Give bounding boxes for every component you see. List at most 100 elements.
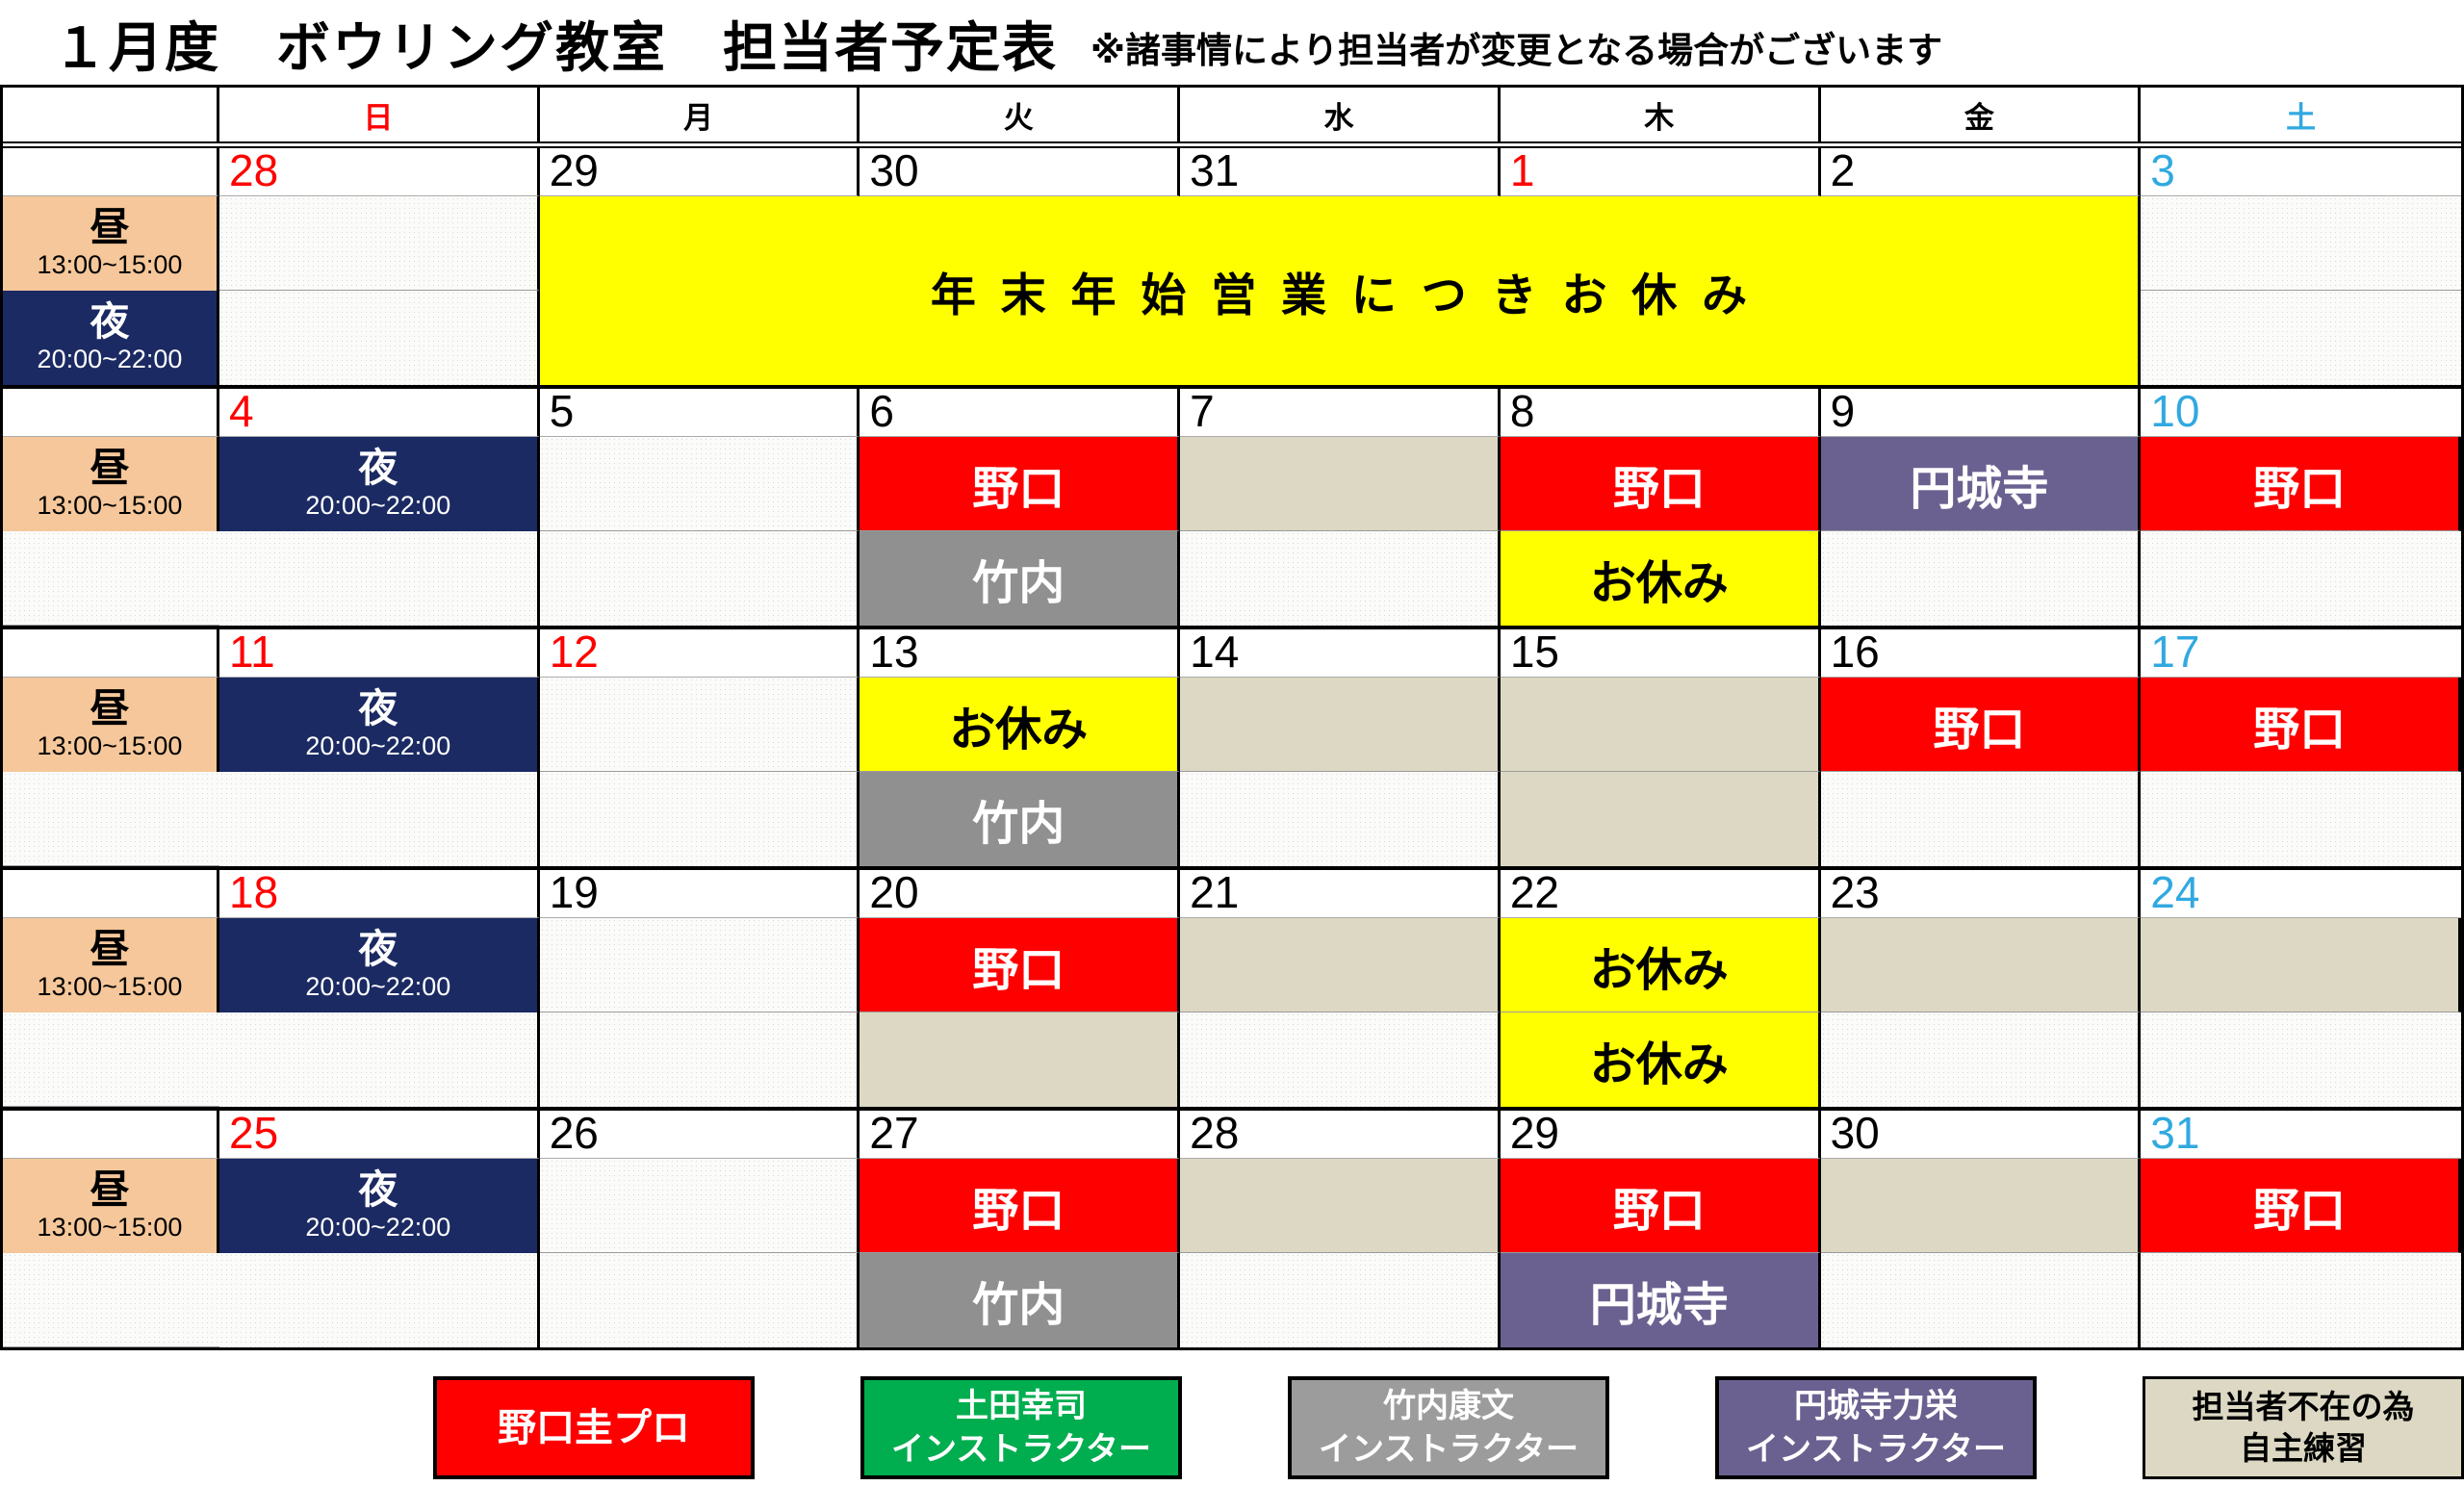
w1-date-31: 31 [1180, 148, 1501, 196]
w4-date-21: 21 [1180, 870, 1501, 918]
w3-date-17: 17 [2141, 629, 2461, 678]
week-1: 28 29 30 31 1 2 3 昼 13:00~15:00 夜 20:00~22:00 年末年始営… [3, 148, 2461, 385]
noon-label-text: 昼 [90, 205, 130, 250]
w3-date-12: 12 [539, 629, 860, 678]
w2-date-9: 9 [1820, 389, 2142, 437]
w5-cell-mon-noon: 野口 [860, 1159, 1181, 1253]
weekday-header-row: 日月火水木金土 [3, 88, 2461, 148]
w3-cell-wed-night [1180, 772, 1501, 866]
night-label-text: 夜 [358, 446, 398, 491]
legend-row: 野口圭プロ 土田幸司 インストラクター 竹内康文 インストラクター 円城寺力栄 インストラク… [0, 1376, 2464, 1479]
w1-cell-sun-night [219, 291, 540, 385]
w5-cell-thu-night: 円城寺 [1500, 1253, 1821, 1347]
w5-cell-wed-noon: 野口 [1500, 1159, 1821, 1253]
w5-cell-mon-night [539, 1253, 860, 1347]
night-label-text: 夜 [358, 927, 398, 972]
legend-enjoji: 円城寺力栄 インストラクター [1715, 1376, 2037, 1479]
w4-cell-sun-night [219, 1012, 540, 1107]
w4-date-23: 23 [1820, 870, 2142, 918]
night-label-text: 夜 [358, 686, 398, 731]
w2-cell-thu-night: お休み [1500, 531, 1821, 626]
w4-date-row-spacer [3, 870, 219, 918]
week-2: 4 5 6 7 8 9 10 昼 13:00~15:00 夜 20:00~22:00 野口 野口 円城寺野… [3, 385, 2461, 626]
w3-cell-mon-night [539, 772, 860, 866]
w2-cell-fri-night [1820, 531, 2142, 626]
week-5: 25 26 27 28 29 30 31 昼 13:00~15:00 夜 20:00~22:00 野口… [3, 1107, 2461, 1347]
night-label-text: 夜 [358, 1167, 398, 1213]
w1-date-28: 28 [219, 148, 540, 196]
w2-cell-tue-noon [1180, 437, 1501, 531]
w2-cell-sat-noon [3, 531, 219, 626]
w3-cell-sun-night [219, 772, 540, 866]
legend-takeuchi-line: インストラクター [1319, 1430, 1578, 1468]
w4-cell-wed-night [1180, 1012, 1501, 1107]
w4-cell-sun-noon [539, 918, 860, 1012]
legend-noguchi: 野口圭プロ [433, 1376, 755, 1479]
w4-cell-sat-noon [3, 1012, 219, 1107]
w1-date-1: 1 [1500, 148, 1821, 196]
noon-label-text: 昼 [90, 1167, 130, 1213]
w4-date-20: 20 [860, 870, 1181, 918]
w3-night-row-label: 夜 20:00~22:00 [219, 678, 540, 772]
night-time-text: 20:00~22:00 [305, 491, 451, 521]
w5-cell-sun-noon [539, 1159, 860, 1253]
w1-date-30: 30 [860, 148, 1181, 196]
w5-date-26: 26 [539, 1111, 860, 1159]
w3-date-16: 16 [1820, 629, 2142, 678]
w4-cell-tue-night [860, 1012, 1181, 1107]
w4-cell-thu-noon [1820, 918, 2142, 1012]
w5-cell-fri-noon: 野口 [2141, 1159, 2461, 1253]
w2-cell-sat-night [2141, 531, 2461, 626]
w1-date-29: 29 [539, 148, 860, 196]
w3-cell-fri-night [1820, 772, 2142, 866]
weekday-sun: 日 [219, 88, 540, 141]
w2-date-8: 8 [1500, 389, 1821, 437]
w4-noon-row-label: 昼 13:00~15:00 [3, 918, 219, 1012]
w4-cell-thu-night: お休み [1500, 1012, 1821, 1107]
w4-date-22: 22 [1500, 870, 1821, 918]
w5-cell-thu-noon [1820, 1159, 2142, 1253]
w3-date-13: 13 [860, 629, 1181, 678]
w2-cell-sun-noon [539, 437, 860, 531]
w5-date-30: 30 [1820, 1111, 2142, 1159]
weekday-thu: 木 [1500, 88, 1821, 141]
header-corner-cell [3, 88, 219, 141]
w4-cell-mon-noon: 野口 [860, 918, 1181, 1012]
w5-cell-sat-night [2141, 1253, 2461, 1347]
w3-date-row-spacer [3, 629, 219, 678]
w4-cell-sat-night [2141, 1012, 2461, 1107]
w2-cell-wed-night [1180, 531, 1501, 626]
weekday-wed: 水 [1180, 88, 1501, 141]
w5-date-row-spacer [3, 1111, 219, 1159]
w4-date-18: 18 [219, 870, 540, 918]
w5-date-29: 29 [1500, 1111, 1821, 1159]
page-title: １月度 ボウリング教室 担当者予定表 [53, 17, 1058, 79]
w3-date-11: 11 [219, 629, 540, 678]
night-label-text: 夜 [90, 299, 130, 345]
noon-time-text: 13:00~15:00 [37, 491, 183, 521]
night-time-text: 20:00~22:00 [37, 345, 183, 374]
w5-cell-fri-night [1820, 1253, 2142, 1347]
w1-cell-sun-noon [219, 196, 540, 291]
w5-noon-row-label: 昼 13:00~15:00 [3, 1159, 219, 1253]
w3-cell-tue-noon [1180, 678, 1501, 772]
w4-cell-fri-night [1820, 1012, 2142, 1107]
w5-cell-sat-noon [3, 1253, 219, 1347]
w3-cell-sat-night [2141, 772, 2461, 866]
w2-date-row-spacer [3, 389, 219, 437]
weekday-tue: 火 [860, 88, 1181, 141]
w5-night-row-label: 夜 20:00~22:00 [219, 1159, 540, 1253]
w5-date-28: 28 [1180, 1111, 1501, 1159]
w1-date-3: 3 [2141, 148, 2461, 196]
w1-noon-row-label: 昼 13:00~15:00 [3, 196, 219, 291]
w2-cell-mon-night [539, 531, 860, 626]
w2-cell-tue-night: 竹内 [860, 531, 1181, 626]
legend-noguchi-line: 野口圭プロ [498, 1406, 690, 1449]
w3-cell-thu-night [1500, 772, 1821, 866]
legend-enjoji-line: インストラクター [1746, 1430, 2006, 1468]
w3-cell-wed-noon [1500, 678, 1821, 772]
w2-date-7: 7 [1180, 389, 1501, 437]
noon-time-text: 13:00~15:00 [37, 731, 183, 761]
night-time-text: 20:00~22:00 [305, 731, 451, 761]
w3-cell-thu-noon: 野口 [1820, 678, 2142, 772]
